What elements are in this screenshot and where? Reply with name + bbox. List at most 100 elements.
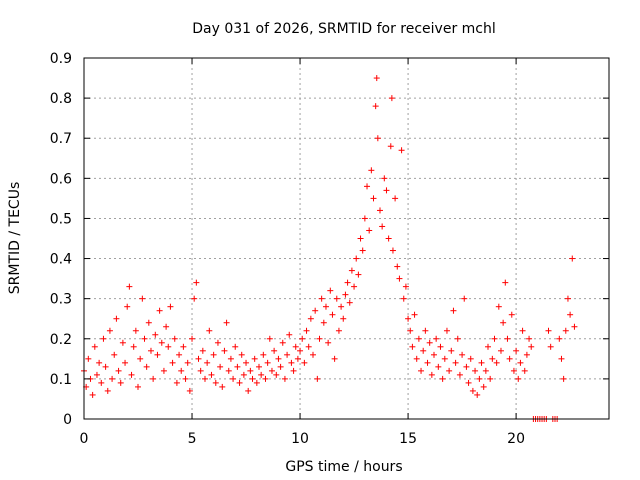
data-point	[385, 235, 392, 242]
points-layer	[81, 75, 578, 422]
data-point	[472, 367, 479, 374]
data-point	[376, 207, 383, 214]
data-point	[195, 355, 202, 362]
data-point	[351, 283, 358, 290]
data-point	[560, 375, 567, 382]
x-tick-label: 0	[80, 431, 89, 447]
data-point	[523, 351, 530, 358]
data-point	[292, 343, 299, 350]
data-point	[217, 363, 224, 370]
data-point	[160, 367, 167, 374]
data-point	[117, 379, 124, 386]
data-point	[340, 315, 347, 322]
data-point	[558, 355, 565, 362]
data-point	[359, 247, 366, 254]
data-point	[260, 351, 267, 358]
data-point	[279, 339, 286, 346]
data-point	[273, 371, 280, 378]
data-point	[158, 339, 165, 346]
data-point	[143, 363, 150, 370]
data-point	[510, 367, 517, 374]
data-point	[562, 327, 569, 334]
data-point	[325, 339, 332, 346]
x-axis-label: GPS time / hours	[285, 459, 402, 475]
data-point	[338, 303, 345, 310]
x-tick-label: 10	[291, 431, 309, 447]
data-point	[89, 391, 96, 398]
data-point	[303, 327, 310, 334]
data-point	[396, 275, 403, 282]
data-point	[281, 375, 288, 382]
data-point	[528, 343, 535, 350]
data-point	[329, 311, 336, 318]
data-point	[230, 375, 237, 382]
data-point	[413, 355, 420, 362]
data-point	[452, 359, 459, 366]
data-point	[243, 359, 250, 366]
data-point	[191, 295, 198, 302]
data-point	[333, 295, 340, 302]
data-point	[454, 335, 461, 342]
data-point	[312, 307, 319, 314]
data-point	[100, 335, 107, 342]
data-point	[346, 299, 353, 306]
data-point	[526, 335, 533, 342]
data-point	[284, 351, 291, 358]
data-point	[487, 375, 494, 382]
data-point	[437, 343, 444, 350]
data-point	[420, 347, 427, 354]
data-point	[476, 375, 483, 382]
data-point	[180, 343, 187, 350]
y-axis-label: SRMTID / TECUs	[7, 182, 23, 295]
data-point	[357, 235, 364, 242]
data-point	[221, 347, 228, 354]
data-point	[519, 327, 526, 334]
x-tick-label: 5	[188, 431, 197, 447]
data-point	[288, 359, 295, 366]
data-point	[104, 387, 111, 394]
data-point	[147, 347, 154, 354]
data-point	[208, 371, 215, 378]
data-point	[446, 367, 453, 374]
data-point	[571, 323, 578, 330]
data-point	[234, 363, 241, 370]
data-point	[232, 343, 239, 350]
data-point	[128, 371, 135, 378]
data-point	[264, 359, 271, 366]
data-point	[361, 215, 368, 222]
data-point	[482, 367, 489, 374]
data-point	[132, 327, 139, 334]
data-point	[504, 335, 511, 342]
data-point	[163, 323, 170, 330]
data-point	[392, 195, 399, 202]
y-tick-label: 0.5	[50, 211, 72, 227]
data-point	[126, 283, 133, 290]
data-point	[236, 379, 243, 386]
data-point	[258, 371, 265, 378]
data-point	[115, 367, 122, 374]
data-point	[318, 295, 325, 302]
tick-layer: 0 0.1 0.2 0.3 0.4 0.5 0.6 0.7 0.8 0.9 0 5 10 15 20	[50, 51, 609, 447]
data-point	[249, 375, 256, 382]
data-point	[85, 355, 92, 362]
data-point	[387, 143, 394, 150]
data-point	[394, 263, 401, 270]
data-point	[407, 327, 414, 334]
data-point	[409, 343, 416, 350]
data-point	[364, 183, 371, 190]
data-point	[467, 355, 474, 362]
data-point	[456, 371, 463, 378]
data-point	[489, 355, 496, 362]
data-point	[193, 279, 200, 286]
data-point	[344, 279, 351, 286]
y-tick-label: 0	[63, 412, 72, 428]
data-point	[431, 351, 437, 358]
data-point	[96, 359, 103, 366]
data-point	[167, 303, 174, 310]
data-point	[310, 351, 317, 358]
data-point	[366, 227, 373, 234]
data-point	[405, 315, 412, 322]
data-point	[450, 307, 457, 314]
data-point	[245, 387, 252, 394]
data-point	[210, 351, 217, 358]
